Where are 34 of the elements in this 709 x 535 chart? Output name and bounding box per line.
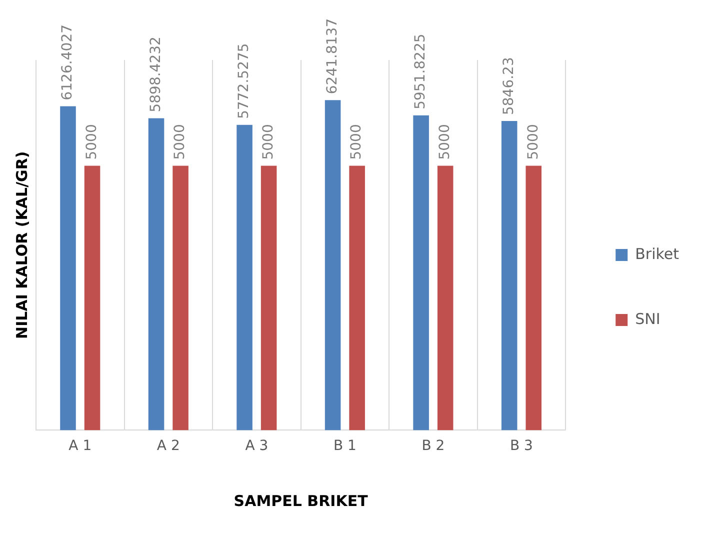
bar — [413, 115, 429, 430]
bar — [437, 166, 454, 430]
bar — [236, 124, 252, 430]
data-label: 5000 — [436, 124, 453, 160]
bar — [501, 121, 518, 430]
x-tick-label: B 3 — [510, 438, 533, 454]
data-label: 5000 — [84, 124, 100, 160]
data-label: 6126.4027 — [60, 24, 76, 100]
data-label: 5772.5275 — [236, 43, 252, 119]
legend-label: Briket — [635, 244, 680, 263]
data-label: 5951.8225 — [412, 34, 429, 110]
data-label: 5000 — [172, 124, 188, 160]
bar — [349, 166, 365, 430]
bar — [324, 100, 341, 430]
data-label: 5846.23 — [500, 57, 517, 116]
legend-label: SNI — [635, 310, 660, 328]
data-label: 5898.4232 — [148, 36, 164, 112]
bar — [526, 166, 542, 430]
x-tick-label: A 2 — [156, 438, 180, 454]
x-tick-label: B 2 — [422, 438, 445, 454]
y-axis-title: NILAI KALOR (KAL/GR) — [12, 151, 31, 339]
x-axis-title: SAMPEL BRIKET — [234, 492, 369, 510]
bar — [84, 166, 100, 430]
x-tick-label: A 1 — [68, 438, 92, 454]
data-label: 5000 — [348, 124, 365, 160]
data-label: 5000 — [525, 124, 542, 160]
bar — [172, 166, 188, 430]
bar — [148, 118, 164, 430]
data-label: 5000 — [260, 124, 276, 160]
bar — [260, 166, 277, 430]
bar — [60, 106, 76, 430]
x-tick-label: B 1 — [333, 438, 356, 454]
x-tick-label: A 3 — [245, 438, 268, 454]
data-label: 6241.8137 — [324, 18, 340, 94]
